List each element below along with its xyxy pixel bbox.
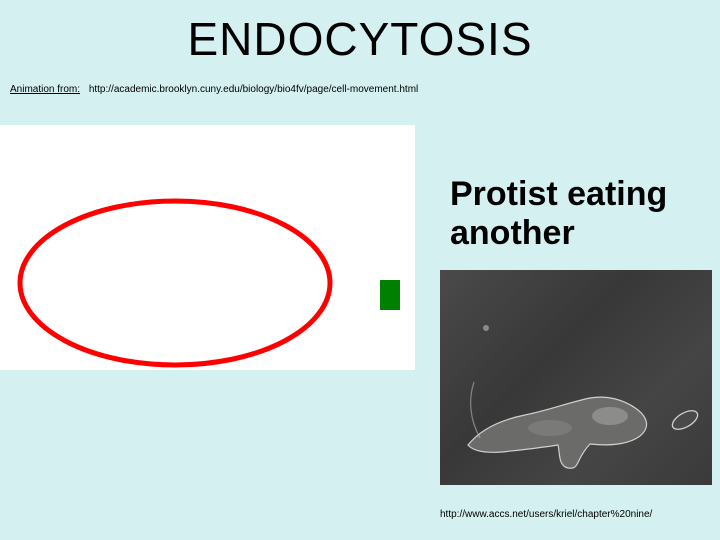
cell-membrane-ellipse — [20, 201, 330, 365]
animation-credit-url: http://academic.brooklyn.cuny.edu/biolog… — [89, 84, 418, 95]
subtitle-line-1: Protist eating — [450, 175, 667, 214]
food-particle — [380, 280, 400, 310]
micrograph-panel — [440, 270, 712, 485]
page-title: ENDOCYTOSIS — [0, 0, 720, 66]
animation-credit: Animation from: http://academic.brooklyn… — [10, 84, 720, 95]
micrograph-svg — [440, 270, 712, 485]
protist-organism — [468, 382, 647, 468]
prey-organism — [669, 407, 700, 433]
speck — [483, 325, 489, 331]
subtitle: Protist eating another — [450, 175, 667, 253]
animation-credit-label: Animation from: — [10, 84, 80, 95]
bottom-credit: http://www.accs.net/users/kriel/chapter%… — [440, 509, 652, 520]
subtitle-line-2: another — [450, 214, 667, 253]
cell-diagram-panel — [0, 125, 415, 370]
cell-diagram-svg — [0, 125, 415, 370]
